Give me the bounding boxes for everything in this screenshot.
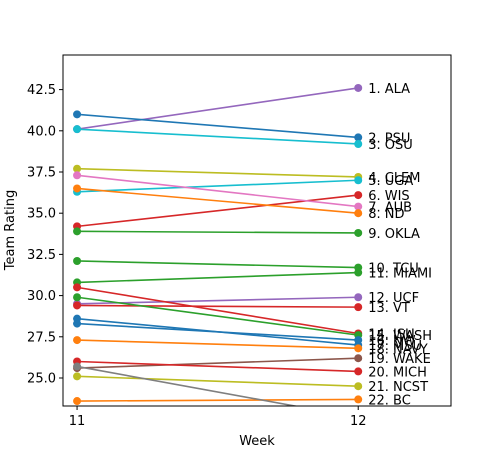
series-end-label: 18. NAVY [368,342,427,357]
plot-area [73,83,363,406]
y-tick-label: 40.0 [27,124,56,139]
series-end-label: 13. VT [368,301,410,316]
series-line [76,194,359,228]
data-point [354,354,363,363]
y-tick-label: 25.0 [27,371,56,386]
series-end-label: 8. ND [368,207,404,222]
data-point [73,125,82,134]
series-end-label: 14. ISU [368,327,414,342]
series-end-label: 21. NCST [368,380,428,395]
data-point [73,372,82,381]
data-point [73,336,82,345]
data-point [354,202,363,211]
series-line [77,167,359,178]
data-point [73,301,82,310]
y-tick-label: 42.5 [27,83,56,98]
data-point [73,362,82,371]
series-line [77,398,359,402]
series-line [76,317,359,346]
series-line [76,187,359,214]
series-line [76,87,359,130]
data-point [354,83,363,92]
data-point [73,164,82,173]
series-line [77,296,359,305]
series-end-label: 1. ALA [368,82,410,97]
data-point [73,293,82,302]
data-point [354,303,363,312]
series-end-label: 10. TCU [368,262,419,277]
data-point [354,133,363,142]
series-line [77,357,359,369]
y-tick-label: 37.5 [27,166,56,181]
data-point [354,367,363,376]
data-point [73,110,82,119]
series-line [77,360,359,373]
data-point [354,293,363,302]
series-line [76,296,359,336]
series-line [77,339,359,350]
data-point [354,139,363,148]
series-end-label: 9. OKLA [368,227,420,242]
data-point [73,397,82,406]
series-line [77,271,359,284]
series-end-label: 16. NW [368,334,416,349]
series-line [77,260,359,269]
data-point [354,191,363,200]
series-end-label: 20. MICH [368,365,427,380]
x-axis-label: Week [239,434,275,449]
series-end-label: 2. PSU [368,131,410,146]
data-point [354,382,363,391]
x-tick-label: 12 [350,414,367,429]
data-point [73,283,82,292]
series-end-label: 7. AUB [368,201,412,216]
y-axis-label: Team Rating [3,190,18,271]
series-line [77,375,359,388]
y-tick-label: 32.5 [27,248,56,263]
y-tick-label: 30.0 [27,289,56,304]
series-end-label: 6. WIS [368,189,409,204]
series-line [76,113,359,139]
series-line [77,128,359,145]
data-point [354,228,363,237]
series-end-label: 12. UCF [368,291,419,306]
series-line [77,179,359,193]
data-point [73,314,82,323]
x-axis: 11 12 [69,406,367,429]
series-end-label: 19. WAKE [368,352,431,367]
series-line [77,230,359,234]
x-tick-label: 11 [69,414,86,429]
data-point [354,209,363,218]
series-end-label: 17. MSU [368,339,422,354]
series-line [76,365,300,406]
series-end-label: 11. MIAMI [368,267,432,282]
data-point [354,268,363,277]
data-point [354,344,363,353]
y-tick-label: 27.5 [27,330,56,345]
series-end-label: 4. CLEM [368,171,420,186]
plot-frame [62,54,452,407]
y-axis: 25.0 27.5 30.0 32.5 35.0 37.5 40.0 42.5 [27,83,63,386]
data-point [73,227,82,236]
series-end-label: 15. WASH [368,329,432,344]
data-point [73,256,82,265]
series-end-label: 5. UGA [368,174,413,189]
data-point [73,171,82,180]
data-point [354,395,363,404]
data-point [73,184,82,193]
y-tick-label: 35.0 [27,207,56,222]
series-end-label: 3. OSU [368,138,413,153]
series-end-label: 22. BC [368,393,411,408]
series-line [76,174,359,208]
data-point [354,176,363,185]
series-line [77,304,359,308]
series-line [76,286,359,335]
